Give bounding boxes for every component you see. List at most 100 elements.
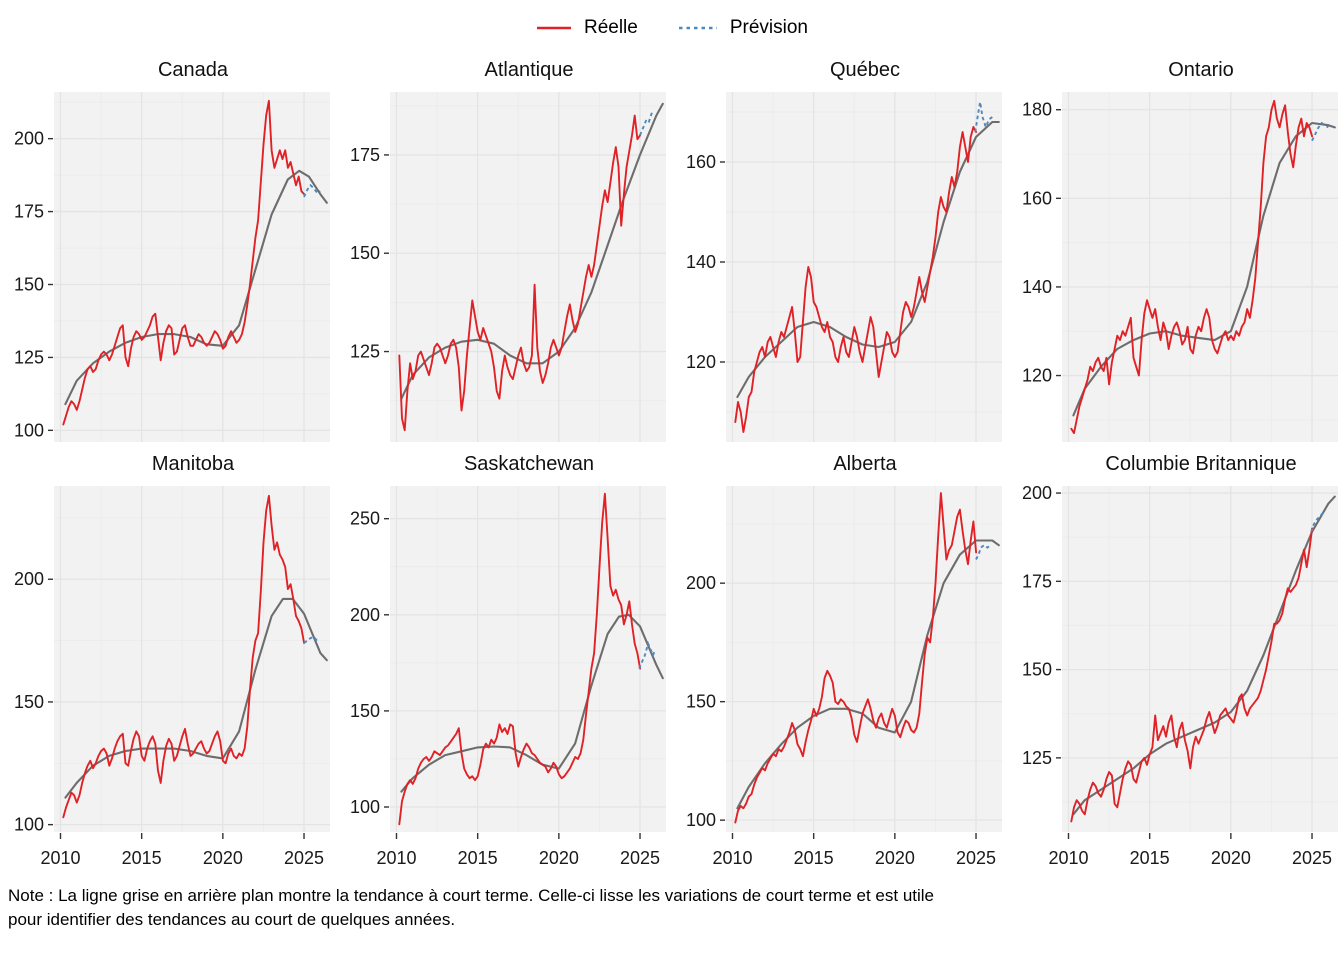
- y-tick-label: 200: [1022, 483, 1052, 503]
- x-tick-label: 2025: [284, 848, 324, 868]
- y-tick-label: 150: [14, 692, 44, 712]
- panel-title: Québec: [829, 59, 901, 81]
- plot-background: [54, 92, 330, 442]
- panel-plot: 125 150 175 200 2010 2015 2020 2025: [1022, 483, 1338, 868]
- y-tick-label: 100: [350, 797, 380, 817]
- x-tick-label: 2010: [40, 848, 80, 868]
- panel-atlantique: Atlantique 125 150 175: [336, 54, 672, 448]
- x-tick-label: 2015: [1130, 848, 1170, 868]
- y-tick-label: 125: [350, 342, 380, 362]
- x-tick-label: 2025: [620, 848, 660, 868]
- panel-ontario: Ontario 120 140 160 180: [1008, 54, 1344, 448]
- plot-background: [1062, 92, 1338, 442]
- y-tick-label: 140: [1022, 277, 1052, 297]
- x-tick-label: 2015: [458, 848, 498, 868]
- y-tick-label: 120: [686, 352, 716, 372]
- plot-background: [1062, 486, 1338, 832]
- panel-columbie-britannique: Columbie Britannique 125 150 175 200 2010 2015…: [1008, 448, 1344, 878]
- panel-plot: 120 140 160: [686, 92, 1002, 442]
- actual-line: [734, 126, 978, 433]
- y-tick-label: 160: [1022, 188, 1052, 208]
- forecast-line: [303, 635, 318, 644]
- y-tick-label: 150: [1022, 660, 1052, 680]
- y-tick-label: 150: [14, 275, 44, 295]
- panel-alberta: Alberta 100 150 200 2010 2015 2020 2025: [672, 448, 1008, 878]
- trend-line: [736, 539, 1000, 810]
- panel-title: Atlantique: [484, 59, 574, 81]
- panel-plot: 100 150 200 2010 2015 2020 2025: [686, 486, 1002, 868]
- legend: Réelle Prévision: [0, 0, 1344, 46]
- forecast-line: [303, 183, 321, 198]
- forecast-line: [638, 640, 657, 669]
- y-tick-label: 125: [1022, 748, 1052, 768]
- x-tick-label: 2020: [1211, 848, 1251, 868]
- trend-line: [400, 102, 664, 400]
- plot-background: [726, 92, 1002, 442]
- dashed-line-swatch: [678, 26, 717, 30]
- panel-manitoba: Manitoba 100 150 200 2010 2015 2020 2025: [0, 448, 336, 878]
- panel-title: Manitoba: [151, 453, 235, 475]
- y-tick-label: 175: [14, 202, 44, 222]
- x-tick-label: 2020: [203, 848, 243, 868]
- y-tick-label: 125: [14, 347, 44, 367]
- legend-label-prevision: Prévision: [729, 17, 809, 38]
- y-tick-label: 150: [350, 243, 380, 263]
- y-tick-label: 150: [686, 692, 716, 712]
- panel-title: Alberta: [833, 453, 897, 475]
- panel-title: Columbie Britannique: [1105, 453, 1297, 475]
- panel-plot: 100 125 150 175 200: [14, 92, 330, 442]
- actual-line: [398, 114, 642, 432]
- panel-plot: 100 150 200 250 2010 2015 2020 2025: [350, 486, 666, 868]
- plot-background: [54, 486, 330, 832]
- actual-line: [62, 494, 306, 819]
- y-tick-label: 150: [350, 701, 380, 721]
- actual-line: [1070, 99, 1314, 435]
- y-tick-label: 100: [14, 420, 44, 440]
- forecast-line: [975, 544, 992, 560]
- y-tick-label: 175: [1022, 571, 1052, 591]
- panel-title: Saskatchewan: [463, 453, 595, 475]
- y-tick-label: 140: [686, 252, 716, 272]
- x-tick-label: 2025: [956, 848, 996, 868]
- y-tick-label: 250: [350, 509, 380, 529]
- y-tick-label: 180: [1022, 100, 1052, 120]
- note: Note : La ligne grise en arrière plan mo…: [8, 884, 1344, 932]
- x-tick-label: 2015: [122, 848, 162, 868]
- x-tick-label: 2020: [875, 848, 915, 868]
- forecast-line: [974, 101, 993, 133]
- note-line-1: Note : La ligne grise en arrière plan mo…: [8, 886, 935, 905]
- solid-line-swatch: [536, 26, 571, 30]
- plot-background: [390, 92, 666, 442]
- panel-plot: 125 150 175: [350, 92, 666, 442]
- actual-line: [62, 99, 306, 426]
- legend-label-reelle: Réelle: [583, 17, 638, 38]
- panel-plot: 120 140 160 180: [1022, 92, 1338, 442]
- note-line-2: pour identifier des tendances au court d…: [8, 910, 456, 929]
- panel-canada: Canada 100 125 150 175 200: [0, 54, 336, 448]
- legend-item-reelle: Réelle: [536, 17, 638, 39]
- y-tick-label: 200: [350, 605, 380, 625]
- y-tick-label: 200: [14, 569, 44, 589]
- trend-line: [1072, 495, 1336, 816]
- panel-saskatchewan: Saskatchewan 100 150 200 250 2010 2015 2020 2025: [336, 448, 672, 878]
- actual-line: [734, 492, 978, 824]
- x-tick-label: 2015: [794, 848, 834, 868]
- x-tick-label: 2010: [1048, 848, 1088, 868]
- y-tick-label: 100: [14, 815, 44, 835]
- panel-qu-bec: Québec 120 140 160: [672, 54, 1008, 448]
- actual-line: [398, 492, 642, 826]
- y-tick-label: 175: [350, 145, 380, 165]
- y-tick-label: 200: [686, 573, 716, 593]
- forecast-line: [1310, 511, 1325, 533]
- legend-item-prevision: Prévision: [678, 17, 808, 39]
- actual-line: [1070, 527, 1314, 823]
- panel-title: Ontario: [1168, 59, 1234, 81]
- y-tick-label: 100: [686, 810, 716, 830]
- x-tick-label: 2025: [1292, 848, 1332, 868]
- x-tick-label: 2020: [539, 848, 579, 868]
- panel-title: Canada: [157, 59, 229, 81]
- y-tick-label: 200: [14, 129, 44, 149]
- plot-background: [726, 486, 1002, 832]
- y-tick-label: 120: [1022, 366, 1052, 386]
- panel-plot: 100 150 200 2010 2015 2020 2025: [14, 486, 330, 868]
